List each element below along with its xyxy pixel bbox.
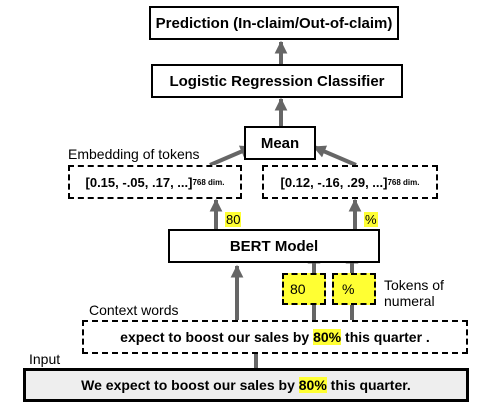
arrow-embedding-right-to-mean bbox=[312, 145, 357, 167]
context-post: this quarter . bbox=[341, 329, 430, 345]
tokens-of-numeral-line1: Tokens of bbox=[384, 277, 444, 293]
context-highlight: 80% bbox=[313, 329, 342, 345]
embedding-right-vector: [0.12, -.16, .29, ...] bbox=[280, 174, 388, 190]
token-80-label: 80 bbox=[290, 281, 306, 297]
prediction-label: Prediction (In-claim/Out-of-claim) bbox=[155, 14, 393, 32]
tokens-of-numeral-label: Tokens of numeral bbox=[384, 277, 444, 309]
mean-label: Mean bbox=[260, 134, 300, 152]
embedding-left-vector: [0.15, -.05, .17, ...] bbox=[85, 174, 193, 190]
input-label: Input bbox=[29, 351, 61, 367]
classifier-box: Logistic Regression Classifier bbox=[151, 64, 403, 98]
token-pct-box: % bbox=[332, 273, 376, 305]
context-pre: expect to boost our sales by bbox=[120, 329, 314, 345]
embedding-right-box: [0.12, -.16, .29, ...] 768 dim. bbox=[262, 165, 438, 199]
token-pct-label: % bbox=[342, 281, 355, 297]
classifier-label: Logistic Regression Classifier bbox=[169, 72, 385, 90]
tokens-of-numeral-line2: numeral bbox=[384, 293, 435, 309]
bert-model-box: BERT Model bbox=[168, 229, 380, 263]
output-tag-80: 80 bbox=[225, 212, 242, 227]
input-post: this quarter. bbox=[326, 377, 411, 393]
input-pre: We expect to boost our sales by bbox=[81, 377, 299, 393]
context-words-label: Context words bbox=[89, 302, 179, 318]
embedding-of-tokens-label: Embedding of tokens bbox=[68, 146, 200, 162]
context-words-box: expect to boost our sales by 80% this qu… bbox=[82, 320, 468, 354]
input-highlight: 80% bbox=[298, 377, 327, 393]
embedding-left-dim: 768 dim. bbox=[192, 177, 225, 187]
bert-model-label: BERT Model bbox=[229, 237, 319, 255]
input-box: We expect to boost our sales by 80% this… bbox=[23, 368, 469, 402]
token-80-box: 80 bbox=[282, 273, 326, 305]
output-tag-pct: % bbox=[364, 212, 378, 227]
prediction-box: Prediction (In-claim/Out-of-claim) bbox=[149, 6, 399, 40]
embedding-right-dim: 768 dim. bbox=[387, 177, 420, 187]
embedding-left-box: [0.15, -.05, .17, ...] 768 dim. bbox=[68, 165, 242, 199]
mean-box: Mean bbox=[244, 126, 316, 160]
